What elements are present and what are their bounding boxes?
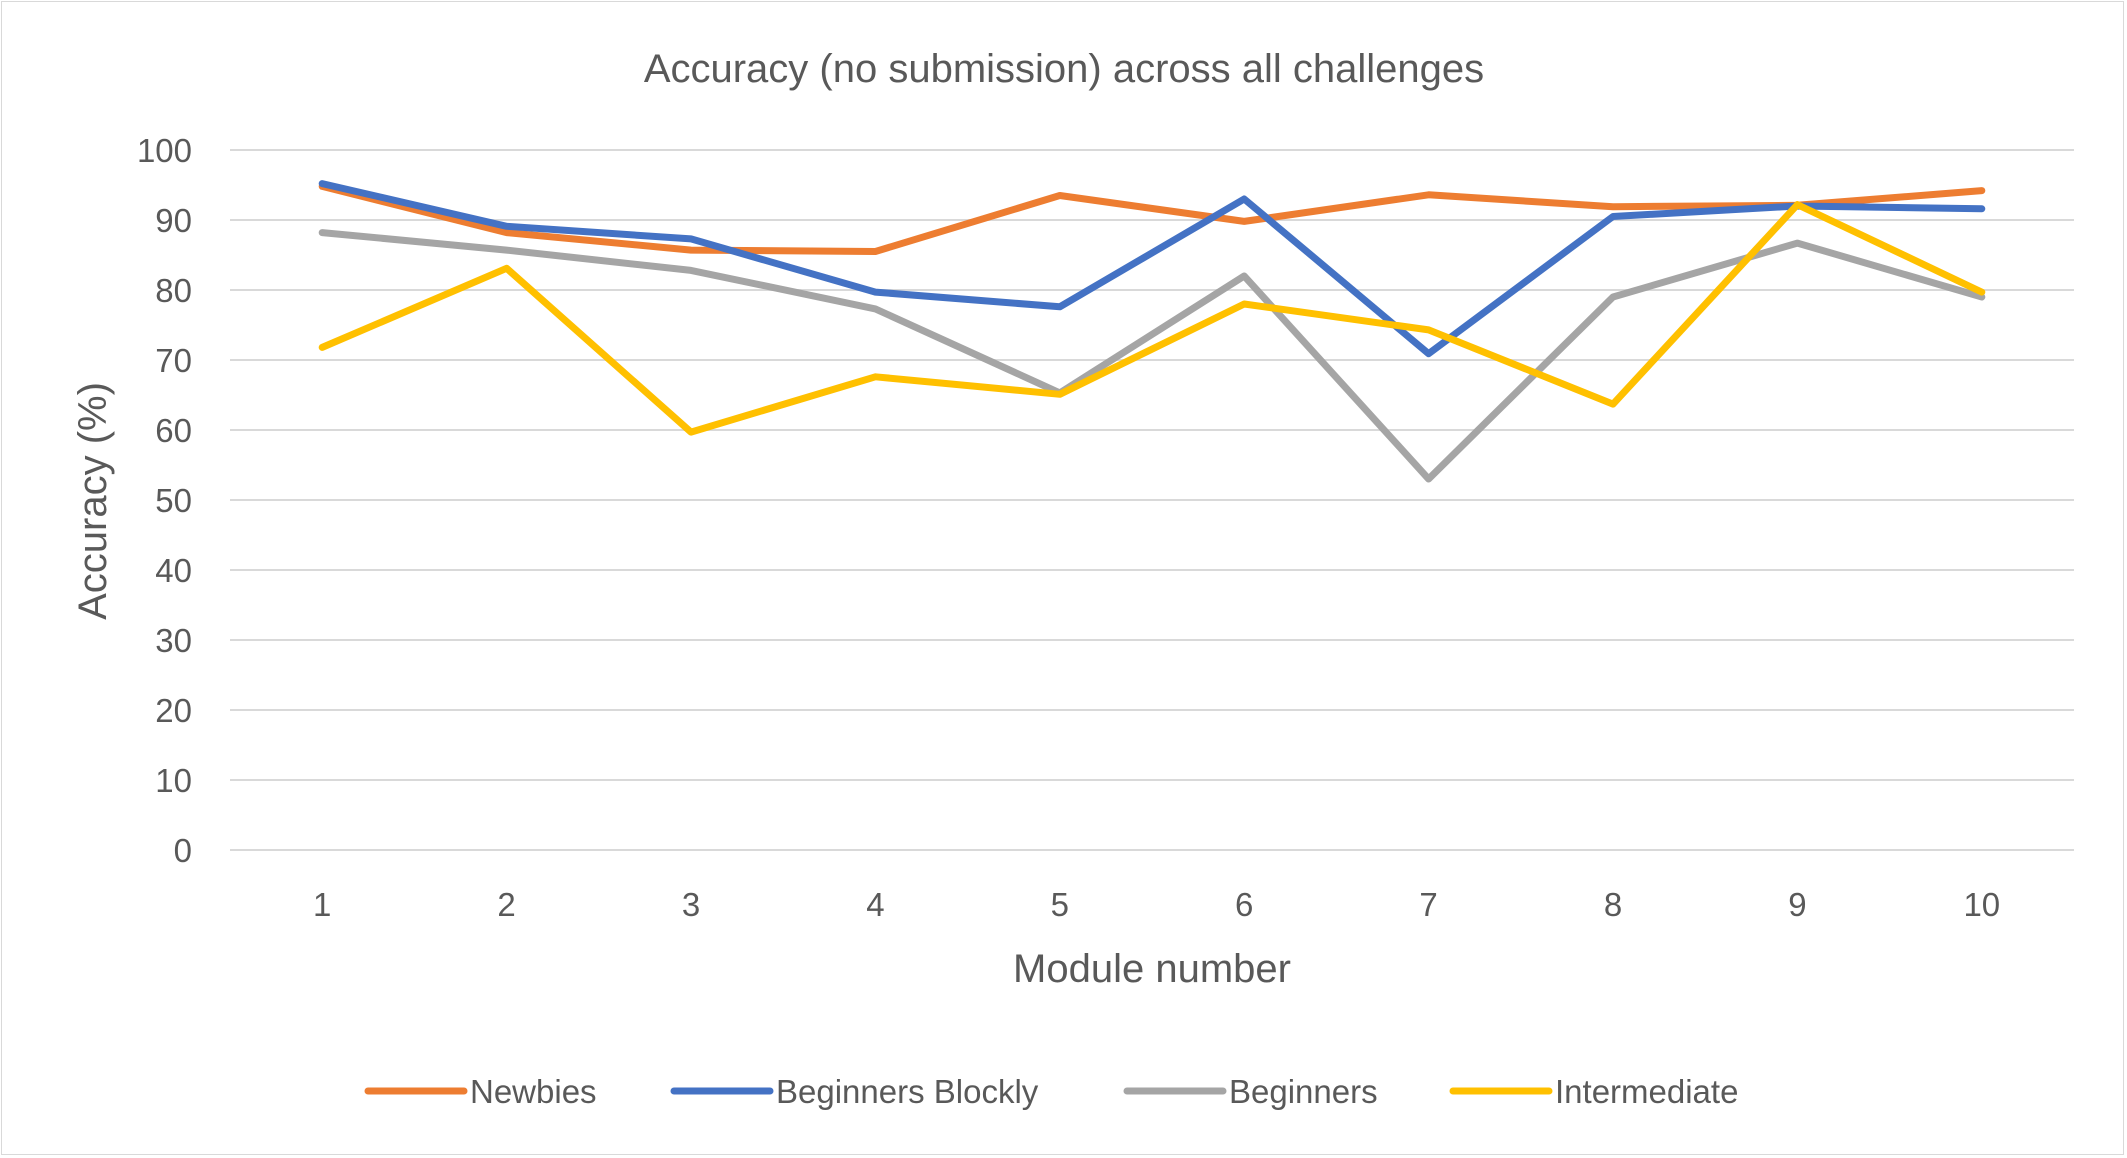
series-line-newbies xyxy=(318,182,1986,255)
y-axis-ticks: 0 10 20 30 40 50 60 70 80 90 100 xyxy=(137,132,192,869)
series-lines xyxy=(318,180,1986,483)
legend-label: Intermediate xyxy=(1555,1073,1738,1110)
y-tick-label: 60 xyxy=(155,412,192,449)
x-tick-label: 7 xyxy=(1419,886,1437,923)
series-line-beginners xyxy=(318,229,1986,483)
x-axis-title: Module number xyxy=(1013,947,1291,991)
y-tick-label: 70 xyxy=(155,342,192,379)
x-tick-label: 1 xyxy=(313,886,331,923)
y-tick-label: 90 xyxy=(155,202,192,239)
x-tick-label: 8 xyxy=(1604,886,1622,923)
x-tick-label: 3 xyxy=(682,886,700,923)
series-line-intermediate xyxy=(318,201,1986,436)
gridlines xyxy=(230,149,2074,851)
y-tick-label: 30 xyxy=(155,622,192,659)
y-tick-label: 0 xyxy=(174,832,192,869)
y-tick-label: 10 xyxy=(155,762,192,799)
y-tick-label: 50 xyxy=(155,482,192,519)
x-tick-label: 9 xyxy=(1788,886,1806,923)
x-tick-label: 2 xyxy=(497,886,515,923)
chart-title: Accuracy (no submission) across all chal… xyxy=(644,47,1484,91)
y-axis-title: Accuracy (%) xyxy=(71,382,115,620)
x-tick-label: 4 xyxy=(866,886,884,923)
y-tick-label: 80 xyxy=(155,272,192,309)
y-tick-label: 40 xyxy=(155,552,192,589)
series-line-beginners-blockly xyxy=(318,180,1986,358)
x-tick-label: 10 xyxy=(1963,886,2000,923)
legend-label: Beginners Blockly xyxy=(776,1073,1039,1110)
y-tick-label: 100 xyxy=(137,132,192,169)
y-tick-label: 20 xyxy=(155,692,192,729)
x-tick-label: 6 xyxy=(1235,886,1253,923)
legend-label: Newbies xyxy=(470,1073,597,1110)
x-tick-label: 5 xyxy=(1051,886,1069,923)
legend-label: Beginners xyxy=(1229,1073,1378,1110)
legend: Newbies Beginners Blockly Beginners Interme… xyxy=(364,1073,1738,1110)
x-axis-ticks: 1 2 3 4 5 6 7 8 9 10 xyxy=(313,886,2000,923)
